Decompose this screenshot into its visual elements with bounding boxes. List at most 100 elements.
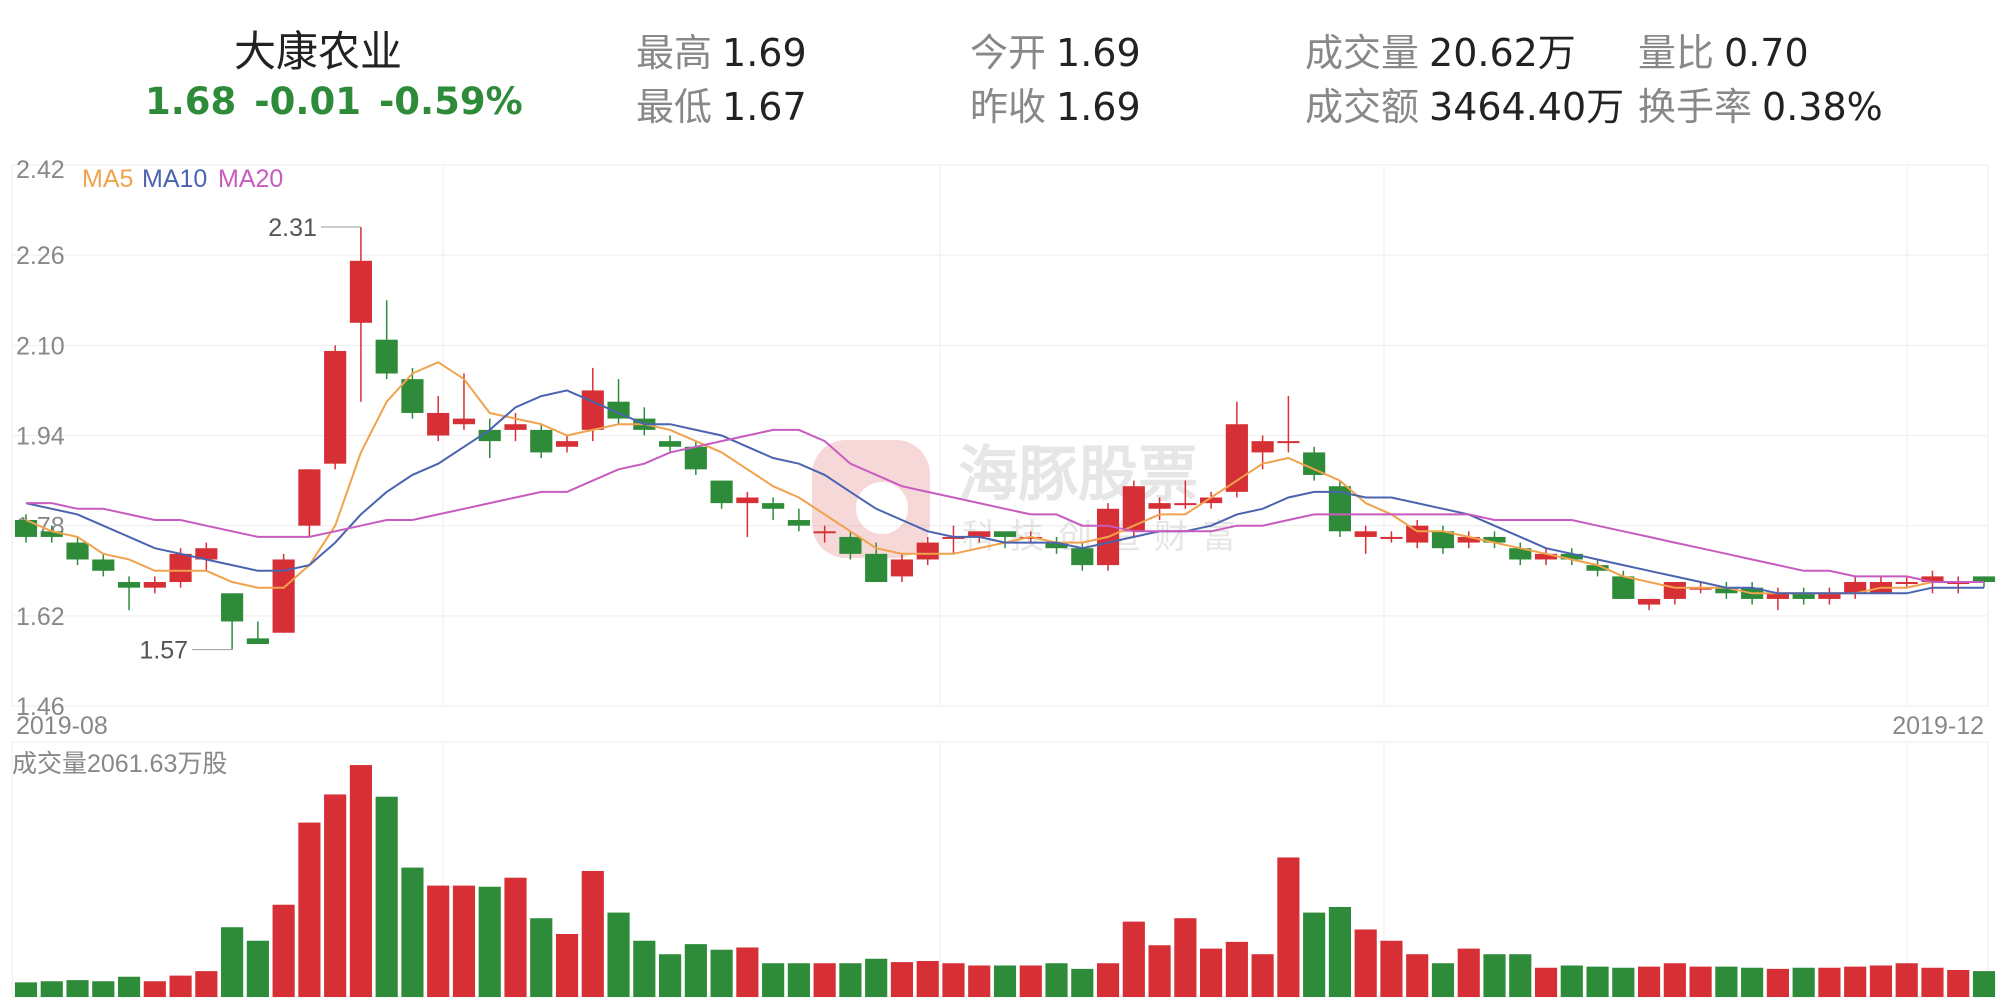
candle-body: [916, 542, 939, 560]
stat-value: 1.69: [1056, 85, 1141, 129]
candle-body: [246, 638, 269, 645]
candle-body: [1431, 531, 1455, 549]
volume-bar: [607, 912, 630, 997]
candle-body: [1045, 542, 1068, 549]
volume-bar: [659, 954, 682, 997]
y-tick-label: 1.62: [16, 603, 65, 631]
candle-body: [1483, 536, 1506, 543]
watermark-main: 海豚股票: [958, 441, 1198, 508]
stat-value: 1.69: [722, 31, 807, 75]
candle-body: [993, 531, 1017, 537]
moving-averages: [25, 361, 1984, 595]
volume-bar: [993, 965, 1017, 997]
stat-value: 1.67: [722, 85, 807, 129]
candle-body: [1071, 548, 1094, 566]
volume-bar: [555, 933, 579, 997]
volume-bar: [143, 981, 166, 997]
volume-bar: [1844, 966, 1867, 997]
volume-bar: [1560, 965, 1583, 997]
volume-bar: [865, 958, 888, 997]
volume-bar: [1122, 921, 1145, 997]
candle-body: [1380, 536, 1403, 539]
volume-bar: [581, 870, 604, 997]
candle-body: [813, 531, 836, 534]
candle-body: [117, 582, 141, 588]
volume-bar: [890, 962, 914, 997]
candle-body: [1225, 424, 1248, 492]
candle-body: [401, 379, 424, 413]
stat-volume: 成交量 20.62万: [1305, 22, 1576, 77]
candle-body: [1019, 536, 1042, 539]
candle-body: [324, 350, 347, 464]
volume-bar: [427, 885, 450, 997]
low-marker-label: 1.57: [139, 637, 188, 665]
candle-body: [1947, 582, 1970, 585]
volume-bar: [1895, 963, 1918, 997]
candle-body: [1612, 576, 1635, 599]
candle-body: [1844, 582, 1867, 594]
stat-turnover-rate: 换手率 0.38%: [1638, 76, 1883, 131]
candle-body: [1972, 576, 1996, 583]
price-row: 1.68 -0.01 -0.59%: [145, 80, 541, 123]
volume-bar: [1638, 966, 1661, 997]
candle-body: [1921, 576, 1944, 583]
candle-body: [452, 418, 476, 425]
candle-body: [968, 531, 991, 537]
volume-bar: [839, 963, 862, 997]
watermark-logo-mark: [856, 482, 908, 534]
volume-bar: [169, 975, 192, 997]
candle-body: [710, 480, 733, 504]
candle-body: [1277, 441, 1300, 444]
volume-bar: [478, 886, 501, 997]
candle-body: [1457, 536, 1480, 543]
volume-bar: [195, 971, 218, 997]
stat-label: 昨收: [970, 85, 1047, 129]
volume-bar: [1972, 971, 1996, 997]
volume-bar: [1818, 967, 1841, 997]
candle-body: [92, 559, 115, 571]
volume-bar: [1457, 948, 1480, 997]
volume-bar: [375, 796, 398, 997]
candle-body: [1200, 497, 1223, 504]
stat-value: 20.62万: [1429, 31, 1576, 75]
volume-bar: [633, 940, 656, 997]
volume-bar: [1663, 963, 1686, 997]
candle-body: [1122, 486, 1145, 532]
candle-body: [1534, 553, 1558, 560]
volume-bar: [968, 965, 991, 997]
candle-body: [298, 469, 321, 526]
candle-body: [890, 559, 914, 577]
volume-bar: [221, 927, 244, 997]
volume-bar: [1277, 857, 1300, 997]
volume-bar: [1328, 906, 1351, 997]
volume-bar: [736, 947, 759, 997]
candle-body: [1303, 452, 1326, 475]
candle-body: [1715, 587, 1738, 594]
price-change: -0.01: [254, 80, 361, 123]
stat-label: 换手率: [1638, 85, 1753, 129]
volume-bar: [1431, 963, 1455, 997]
volume-bar: [1921, 967, 1944, 997]
volume-bar: [40, 981, 63, 997]
candle-body: [1638, 598, 1661, 605]
volume-bar: [1354, 929, 1377, 997]
candle-body: [169, 553, 192, 583]
y-tick-label: 1.94: [16, 423, 65, 451]
volume-bar: [787, 963, 810, 997]
volume-bar: [1380, 940, 1403, 997]
candle-body: [1895, 582, 1918, 585]
y-tick-label: 1.46: [16, 693, 65, 721]
stat-value: 0.70: [1724, 31, 1809, 75]
candle-body: [195, 548, 218, 560]
candle-body: [1509, 548, 1532, 560]
volume-bar: [1071, 968, 1094, 997]
stat-low: 最低 1.67: [636, 76, 807, 131]
stock-name: 大康农业: [234, 27, 403, 76]
volume-bar: [298, 822, 321, 997]
stat-value: 0.38%: [1762, 85, 1883, 129]
stat-label: 成交量: [1305, 31, 1420, 75]
candle-body: [581, 390, 604, 430]
candle-body: [1586, 565, 1609, 571]
candle-body: [1663, 582, 1686, 599]
volume-bar: [1200, 948, 1223, 997]
